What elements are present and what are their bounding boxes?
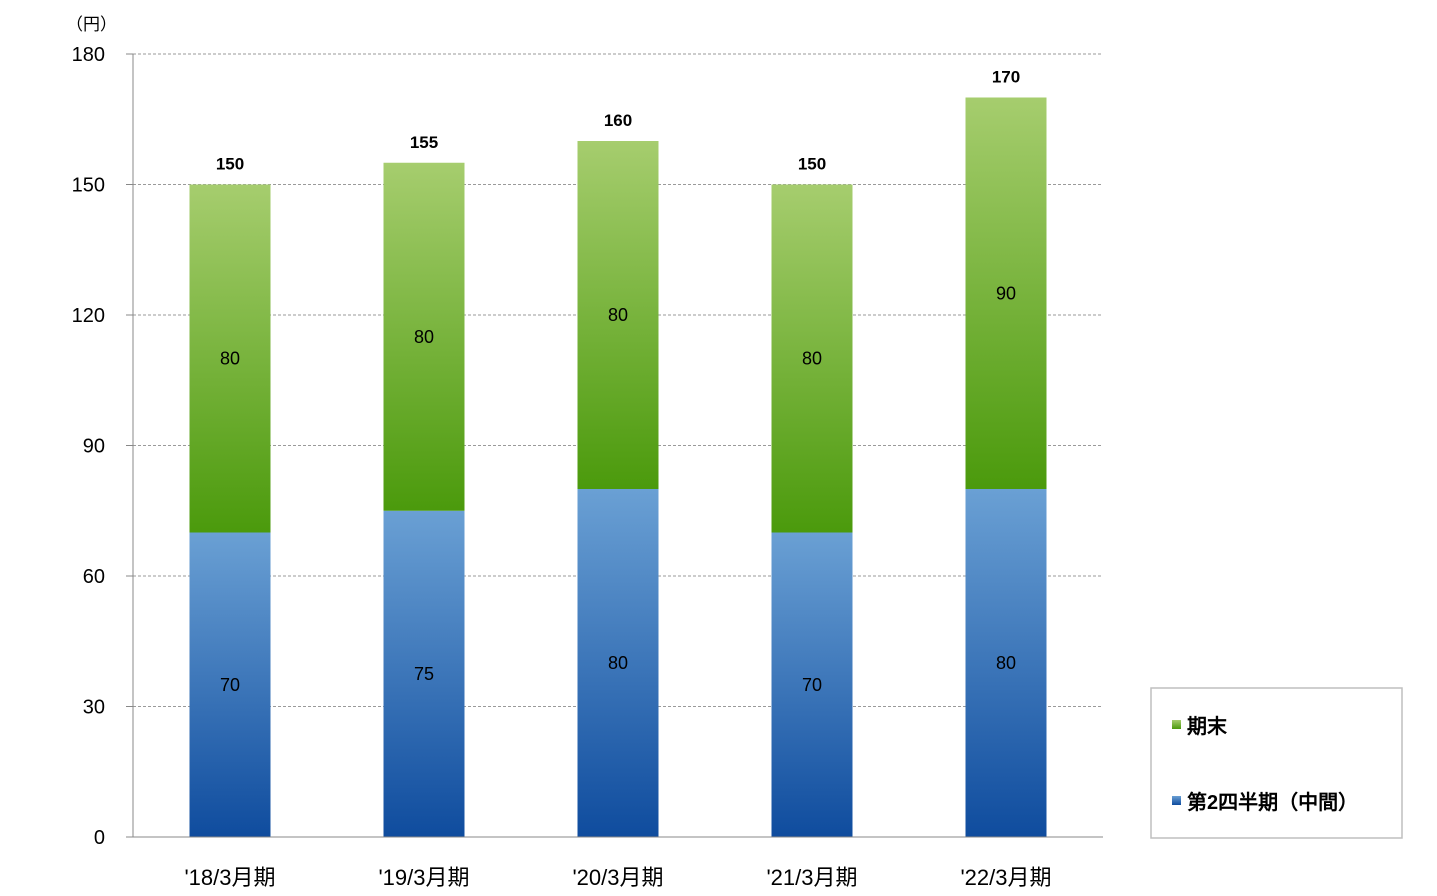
y-tick-label: 60 xyxy=(83,566,105,588)
y-axis-ticks: 0 30 60 90 120 150 180 xyxy=(72,44,133,849)
bar-segment-interim xyxy=(771,532,853,837)
y-tick-label: 90 xyxy=(83,436,105,458)
y-tick-label: 30 xyxy=(83,697,105,719)
bar-segment-year-end xyxy=(771,184,853,533)
bar-segment-interim xyxy=(577,489,659,837)
y-tick-label: 180 xyxy=(72,44,105,66)
y-tick-label: 0 xyxy=(94,827,105,849)
segment-value-label: 75 xyxy=(414,664,434,684)
bars xyxy=(189,97,1047,837)
legend: 期末 第2四半期（中間） xyxy=(1150,687,1403,839)
total-value-label: 150 xyxy=(216,155,244,174)
bar-segment-interim xyxy=(189,532,271,837)
x-category-label: '18/3月期 xyxy=(184,865,275,890)
y-tick-label: 120 xyxy=(72,305,105,327)
segment-value-label: 80 xyxy=(996,653,1016,673)
segment-value-label: 80 xyxy=(414,327,434,347)
legend-label-interim: 第2四半期（中間） xyxy=(1187,790,1358,814)
bar-segment-year-end xyxy=(189,184,271,533)
y-unit-label: （円） xyxy=(66,15,117,34)
legend-swatch-year-end xyxy=(1172,720,1181,729)
y-tick-label: 150 xyxy=(72,175,105,197)
segment-value-label: 90 xyxy=(996,283,1016,303)
x-category-label: '20/3月期 xyxy=(572,865,663,890)
legend-swatch-interim xyxy=(1172,796,1181,805)
data-labels: 70 80 150 75 80 155 80 80 160 70 80 150 80 90 170 xyxy=(216,68,1020,695)
bar-segment-year-end xyxy=(383,162,465,511)
x-category-label: '22/3月期 xyxy=(960,865,1051,890)
total-value-label: 160 xyxy=(604,111,632,130)
segment-value-label: 70 xyxy=(220,675,240,695)
legend-label-year-end: 期末 xyxy=(1187,715,1228,738)
total-value-label: 150 xyxy=(798,155,826,174)
bar-segment-year-end xyxy=(965,97,1047,489)
bar-segment-year-end xyxy=(577,141,659,489)
bar-segment-interim xyxy=(965,489,1047,837)
x-category-label: '19/3月期 xyxy=(378,865,469,890)
total-value-label: 155 xyxy=(410,133,438,152)
x-category-label: '21/3月期 xyxy=(766,865,857,890)
segment-value-label: 80 xyxy=(608,305,628,325)
segment-value-label: 80 xyxy=(608,653,628,673)
segment-value-label: 80 xyxy=(802,349,822,369)
total-value-label: 170 xyxy=(992,68,1020,87)
bar-segment-interim xyxy=(383,510,465,837)
x-axis-labels: '18/3月期 '19/3月期 '20/3月期 '21/3月期 '22/3月期 xyxy=(184,865,1051,890)
segment-value-label: 80 xyxy=(220,349,240,369)
segment-value-label: 70 xyxy=(802,675,822,695)
legend-box xyxy=(1150,687,1403,839)
